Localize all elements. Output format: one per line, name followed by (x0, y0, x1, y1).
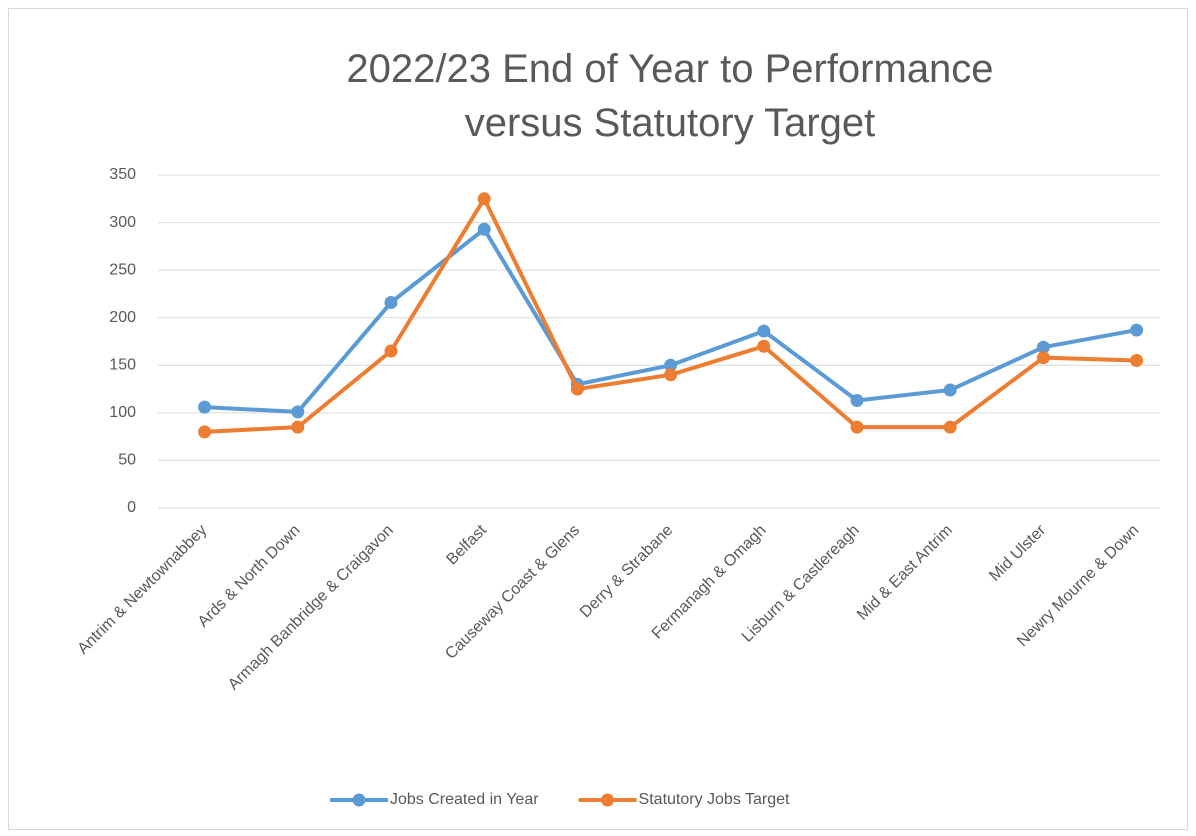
data-point (570, 382, 584, 396)
data-point (1036, 340, 1050, 354)
data-point (850, 420, 864, 434)
legend-marker (601, 793, 615, 807)
data-point (757, 339, 771, 353)
y-tick-label: 250 (109, 261, 136, 278)
data-point (664, 368, 678, 382)
data-point (384, 344, 398, 358)
y-tick-label: 0 (127, 499, 136, 516)
legend-label: Statutory Jobs Target (639, 791, 790, 808)
data-point (384, 295, 398, 309)
data-point (1036, 351, 1050, 365)
chart-title: 2022/23 End of Year to Performance versu… (346, 47, 994, 145)
data-point (477, 222, 491, 236)
data-point (198, 425, 212, 439)
legend-marker (352, 793, 366, 807)
data-point (664, 358, 678, 372)
y-tick-label: 350 (109, 166, 136, 183)
data-point (198, 400, 212, 414)
data-point (943, 420, 957, 434)
y-tick-label: 100 (109, 404, 136, 421)
data-point (850, 393, 864, 407)
data-point (477, 192, 491, 206)
y-tick-label: 150 (109, 357, 136, 374)
data-point (1130, 354, 1144, 368)
data-point (757, 324, 771, 338)
legend-label: Jobs Created in Year (390, 791, 539, 808)
data-point (291, 405, 305, 419)
y-tick-label: 50 (118, 452, 136, 469)
chart-border (8, 8, 1188, 830)
data-point (291, 420, 305, 434)
y-tick-label: 300 (109, 214, 136, 231)
data-point (943, 383, 957, 397)
y-tick-label: 200 (109, 309, 136, 326)
data-point (1130, 323, 1144, 337)
